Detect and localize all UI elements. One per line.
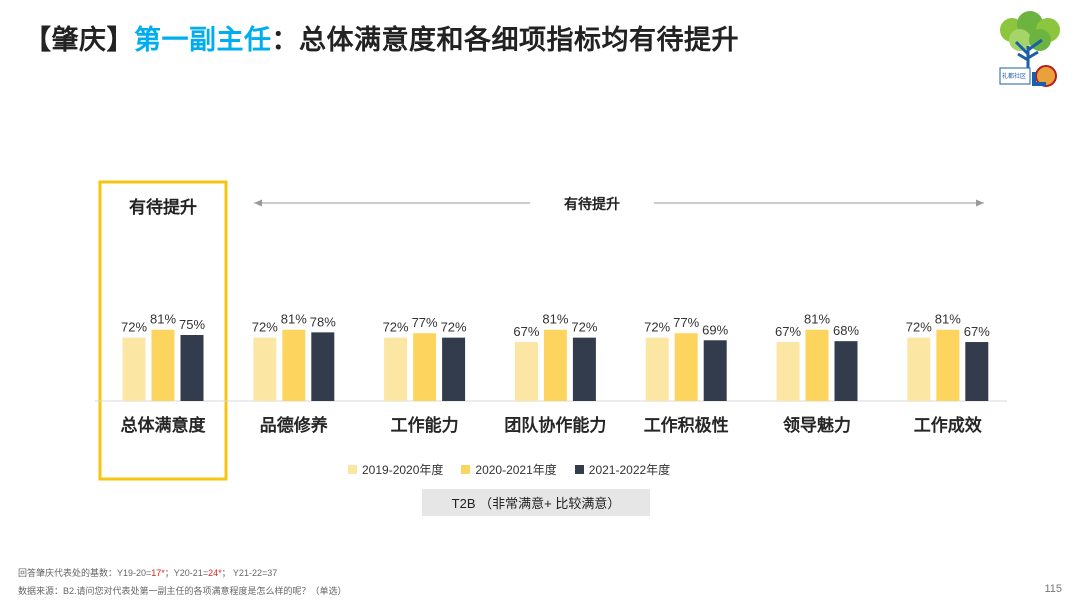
bar-value-label-4-2: 69% <box>702 322 728 337</box>
logo-text: 礼都社区 <box>1002 72 1026 80</box>
bar-0-1 <box>151 329 175 401</box>
bar-value-label-2-1: 77% <box>412 315 438 330</box>
range-arrow-label: 有待提升 <box>564 196 620 212</box>
bar-2-1 <box>413 333 437 401</box>
bar-value-label-6-2: 67% <box>964 324 990 339</box>
chart-legend: 2019-2020年度 2020-2021年度 2021-2022年度 <box>348 461 670 477</box>
title-suffix: ：总体满意度和各细项指标均有待提升 <box>271 25 739 55</box>
bar-4-2 <box>703 340 727 401</box>
bar-6-1 <box>936 329 960 401</box>
category-label-5: 领导魅力 <box>783 415 851 435</box>
bar-value-label-3-0: 67% <box>513 324 539 339</box>
bar-value-label-5-2: 68% <box>833 323 859 338</box>
legend-swatch-2 <box>574 464 584 474</box>
category-label-2: 工作能力 <box>391 415 459 435</box>
tree-logo-icon: 礼都社区 <box>999 11 1060 87</box>
bar-value-label-2-0: 72% <box>383 320 409 335</box>
category-labels-layer: 总体满意度 品德修养 工作能力 团队协作能力 工作积极性 领导魅力 工作成效 <box>121 415 982 435</box>
page-title: 【肇庆】第一副主任：总体满意度和各细项指标均有待提升 <box>24 18 739 57</box>
bar-value-label-0-0: 72% <box>121 320 147 335</box>
bar-1-0 <box>253 337 277 401</box>
legend-item-0: 2019-2020年度 <box>348 461 443 478</box>
bar-value-label-4-1: 77% <box>673 315 699 330</box>
bars-layer <box>122 329 989 401</box>
value-labels-layer: 72%81% 75% 72%81% 78% 72% 77% 72% 67%81%72% 72% 7… <box>121 312 990 339</box>
bar-2-0 <box>384 337 408 401</box>
legend-swatch-0 <box>348 464 357 474</box>
bar-6-0 <box>907 337 931 401</box>
legend-swatch-1 <box>461 464 471 474</box>
range-arrow <box>254 199 984 207</box>
category-label-0: 总体满意度 <box>121 415 207 435</box>
bar-0-2 <box>180 335 204 401</box>
bar-value-label-3-2: 72% <box>571 320 597 335</box>
title-prefix: 【肇庆】 <box>24 25 134 55</box>
footer-base-mid: ；Y20-21= <box>164 568 209 578</box>
bar-2-2 <box>442 337 466 401</box>
bar-5-0 <box>776 342 800 401</box>
bar-3-2 <box>572 337 596 401</box>
bar-4-0 <box>645 337 669 401</box>
t2b-note: T2B （非常满意+ 比较满意） <box>422 489 650 516</box>
bar-value-label-6-0: 72% <box>906 320 932 335</box>
category-label-1: 品德修养 <box>260 415 329 435</box>
title-highlight: 第一副主任 <box>134 25 272 55</box>
legend-label-2: 2021-2022年度 <box>588 462 671 477</box>
category-label-6: 工作成效 <box>914 415 982 435</box>
bar-value-label-1-0: 72% <box>252 320 278 335</box>
legend-label-0: 2019-2020年度 <box>362 462 444 477</box>
footer-source-note: 数据来源：B2.请问您对代表处第一副主任的各项满意程度是怎么样的呢？（单选） <box>18 586 347 596</box>
bar-4-1 <box>674 333 698 401</box>
legend-item-2: 2021-2022年度 <box>574 461 671 478</box>
bar-value-label-5-1: 81% <box>804 312 830 327</box>
bar-5-2 <box>834 341 858 401</box>
bar-value-label-0-2: 75% <box>179 317 205 332</box>
bar-value-label-5-0: 67% <box>775 324 801 339</box>
bar-value-label-1-1: 81% <box>281 312 307 327</box>
footer-base-y2: 24* <box>208 568 222 578</box>
footer-base-y1: 17* <box>151 568 165 578</box>
bar-value-label-2-2: 72% <box>441 320 467 335</box>
bar-1-1 <box>282 329 306 401</box>
category-label-4: 工作积极性 <box>644 415 729 435</box>
category-label-3: 团队协作能力 <box>504 415 606 435</box>
highlight-box <box>98 180 228 481</box>
footer-base-note: 回答肇庆代表处的基数：Y19-20=17*；Y20-21=24*； Y21-22… <box>18 566 277 579</box>
bar-value-label-0-1: 81% <box>150 312 176 327</box>
footer-base-prefix: 回答肇庆代表处的基数：Y19-20= <box>18 568 152 578</box>
bar-1-2 <box>311 332 335 401</box>
legend-item-1: 2020-2021年度 <box>461 461 557 478</box>
bar-0-0 <box>122 337 146 401</box>
bar-3-0 <box>514 342 538 401</box>
bar-value-label-4-0: 72% <box>644 320 670 335</box>
bar-value-label-3-1: 81% <box>542 312 568 327</box>
bar-value-label-6-1: 81% <box>935 312 961 327</box>
bar-6-2 <box>965 342 989 401</box>
page-number: 115 <box>1044 583 1062 595</box>
footer-base-end: ； Y21-22=37 <box>221 568 278 578</box>
bar-5-1 <box>805 329 829 401</box>
highlight-box-label: 有待提升 <box>129 197 197 217</box>
legend-label-1: 2020-2021年度 <box>475 462 557 477</box>
bar-value-label-1-2: 78% <box>310 314 336 329</box>
bar-3-1 <box>543 329 567 401</box>
